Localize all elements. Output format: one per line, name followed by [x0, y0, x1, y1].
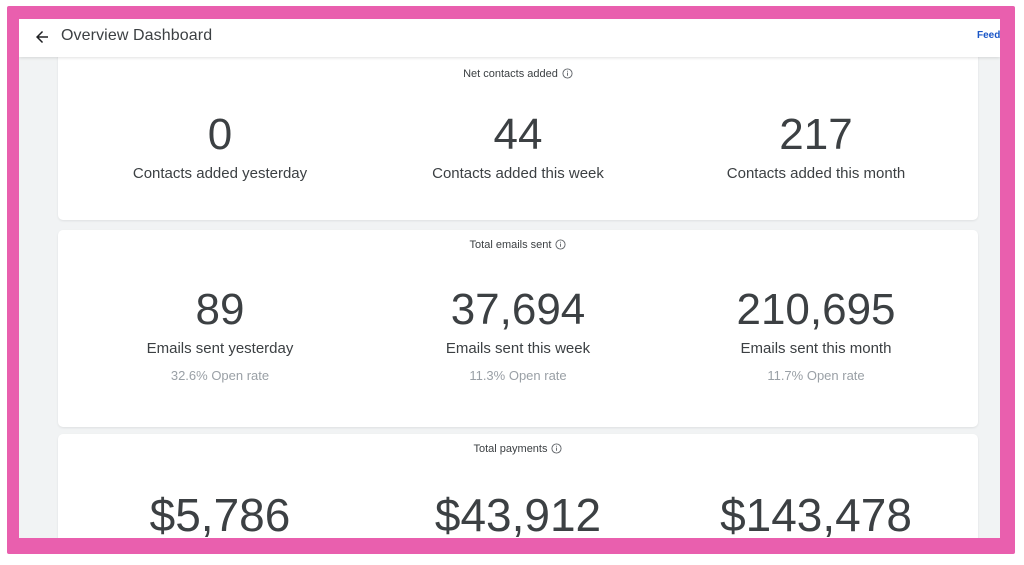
stat-value: $143,478: [720, 489, 912, 538]
stat-contacts-month: 217 Contacts added this month: [666, 110, 966, 183]
card-title: Total emails sent: [469, 239, 552, 251]
open-rate: 32.6% Open rate: [170, 368, 270, 383]
stat-payments-yesterday: $5,786: [70, 492, 370, 538]
dashboard-window: Overview Dashboard Feedback Net contacts…: [19, 19, 1000, 538]
open-rate: 11.3% Open rate: [469, 368, 567, 383]
stat-contacts-week: 44 Contacts added this week: [368, 110, 668, 183]
payments-card: Total payments $5,786 $43,912 $143,478: [58, 434, 978, 538]
stat-label: Emails sent this week: [445, 340, 591, 357]
stat-value: 44: [493, 110, 543, 159]
stat-emails-month: 210,695 Emails sent this month 11.7% Ope…: [666, 285, 966, 384]
stat-label: Contacts added this month: [726, 165, 906, 182]
stat-label: Emails sent this month: [740, 340, 892, 357]
stat-emails-yesterday: 89 Emails sent yesterday 32.6% Open rate: [70, 285, 370, 384]
net-contacts-card: Net contacts added 0 Contacts added yest…: [58, 49, 978, 220]
stat-payments-week: $43,912: [368, 492, 668, 538]
card-header: Net contacts added: [58, 68, 978, 80]
page-title: Overview Dashboard: [61, 27, 213, 44]
stat-value: 0: [207, 110, 233, 159]
stat-label: Contacts added this week: [432, 165, 604, 182]
stat-contacts-yesterday: 0 Contacts added yesterday: [70, 110, 370, 183]
stat-emails-week: 37,694 Emails sent this week 11.3% Open …: [368, 285, 668, 384]
stat-label: Emails sent yesterday: [146, 340, 294, 357]
card-header: Total emails sent: [58, 239, 978, 251]
card-header: Total payments: [58, 443, 978, 455]
stat-value: 89: [195, 285, 245, 334]
card-title: Total payments: [473, 443, 548, 455]
stat-payments-month: $143,478: [666, 492, 966, 538]
emails-sent-card: Total emails sent 89 Emails sent yesterd…: [58, 230, 978, 427]
stat-value: $5,786: [149, 489, 291, 538]
stat-label: Contacts added yesterday: [132, 165, 308, 182]
arrow-left-icon[interactable]: [33, 28, 51, 46]
stat-value: 37,694: [450, 285, 586, 334]
info-icon[interactable]: [555, 239, 567, 250]
open-rate: 11.7% Open rate: [767, 368, 865, 383]
stat-value: 210,695: [736, 285, 896, 334]
feedback-link[interactable]: Feedback: [977, 30, 1000, 41]
info-icon[interactable]: [562, 68, 573, 79]
stat-value: 217: [779, 110, 853, 159]
top-bar: Overview Dashboard Feedback: [19, 19, 1000, 57]
info-icon[interactable]: [551, 443, 563, 454]
stat-value: $43,912: [434, 489, 602, 538]
card-title: Net contacts added: [463, 68, 558, 80]
